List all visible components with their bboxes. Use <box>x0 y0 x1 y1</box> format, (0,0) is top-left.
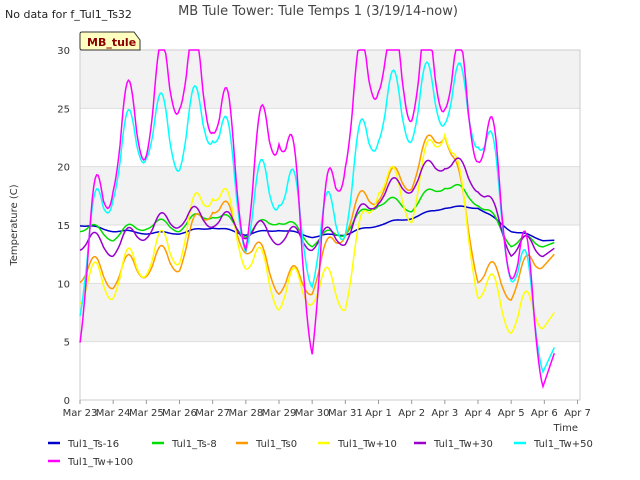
legend-label: Tul1_Ts-16 <box>67 439 119 450</box>
x-tick-label: Mar 25 <box>129 408 164 419</box>
series-line-tul1-ts-8 <box>79 183 555 248</box>
legend-item: Tul1_Tw+100 <box>48 457 133 468</box>
y-tick-label: 30 <box>57 46 70 57</box>
legend-label: Tul1_Tw+100 <box>67 457 133 468</box>
legend-label: Tul1_Ts0 <box>255 439 297 450</box>
y-tick-label: 0 <box>64 396 70 407</box>
legend-label: Tul1_Ts-8 <box>171 439 217 450</box>
no-data-notice: No data for f_Tul1_Ts32 <box>5 8 132 21</box>
x-tick-label: Apr 3 <box>431 408 458 419</box>
x-tick-label: Apr 1 <box>365 408 392 419</box>
chart-title: MB Tule Tower: Tule Temps 1 (3/19/14-now… <box>178 4 458 19</box>
x-tick-label: Mar 23 <box>63 408 98 419</box>
series-line-tul1-tw-100 <box>79 49 556 390</box>
x-tick-label: Apr 6 <box>531 408 558 419</box>
y-tick-label: 20 <box>57 163 70 174</box>
band-0-5 <box>80 341 580 400</box>
y-axis-ticks: 0 5 10 15 20 25 30 <box>57 46 70 407</box>
legend-label: Tul1_Tw+30 <box>433 439 493 450</box>
x-tick-label: Mar 31 <box>328 408 363 419</box>
x-tick-label: Mar 26 <box>162 408 197 419</box>
y-tick-label: 10 <box>57 279 70 290</box>
x-tick-label: Mar 24 <box>96 408 131 419</box>
legend-item: Tul1_Ts-16 <box>48 439 119 450</box>
x-tick-label: Mar 27 <box>195 408 230 419</box>
x-tick-label: Apr 4 <box>465 408 492 419</box>
y-tick-label: 5 <box>64 338 70 349</box>
series-line-tul1-ts-16 <box>79 205 555 242</box>
x-tick-label: Mar 29 <box>262 408 297 419</box>
series-layer <box>79 49 556 390</box>
y-tick-label: 15 <box>57 221 70 232</box>
legend-label: Tul1_Tw+10 <box>337 439 397 450</box>
legend-item: Tul1_Tw+10 <box>318 439 397 450</box>
x-tick-label: Mar 28 <box>228 408 263 419</box>
badge-label: MB_tule <box>87 36 136 49</box>
y-tick-label: 25 <box>57 104 70 115</box>
series-line-tul1-tw-30 <box>79 157 555 258</box>
x-tick-label: Apr 5 <box>498 408 525 419</box>
x-tick-label: Apr 7 <box>564 408 591 419</box>
y-axis-label: Temperature (C) <box>9 184 20 266</box>
x-tick-label: Apr 2 <box>398 408 425 419</box>
legend-item: Tul1_Tw+50 <box>514 439 593 450</box>
plot-frame <box>79 49 581 401</box>
mb-tule-badge: MB_tule <box>79 31 141 51</box>
legend-item: Tul1_Ts-8 <box>152 439 217 450</box>
x-tick-label: Mar 30 <box>295 408 330 419</box>
plot-background <box>80 50 580 400</box>
series-line-tul1-tw-10 <box>79 132 555 335</box>
legend-item: Tul1_Ts0 <box>236 439 297 450</box>
x-axis-label: Time <box>553 423 578 434</box>
legend-label: Tul1_Tw+50 <box>533 439 593 450</box>
legend: Tul1_Ts-16 Tul1_Ts-8 Tul1_Ts0 Tul1_Tw+10 Tul… <box>48 439 593 468</box>
legend-item: Tul1_Tw+30 <box>414 439 493 450</box>
band-5-10 <box>80 283 580 342</box>
